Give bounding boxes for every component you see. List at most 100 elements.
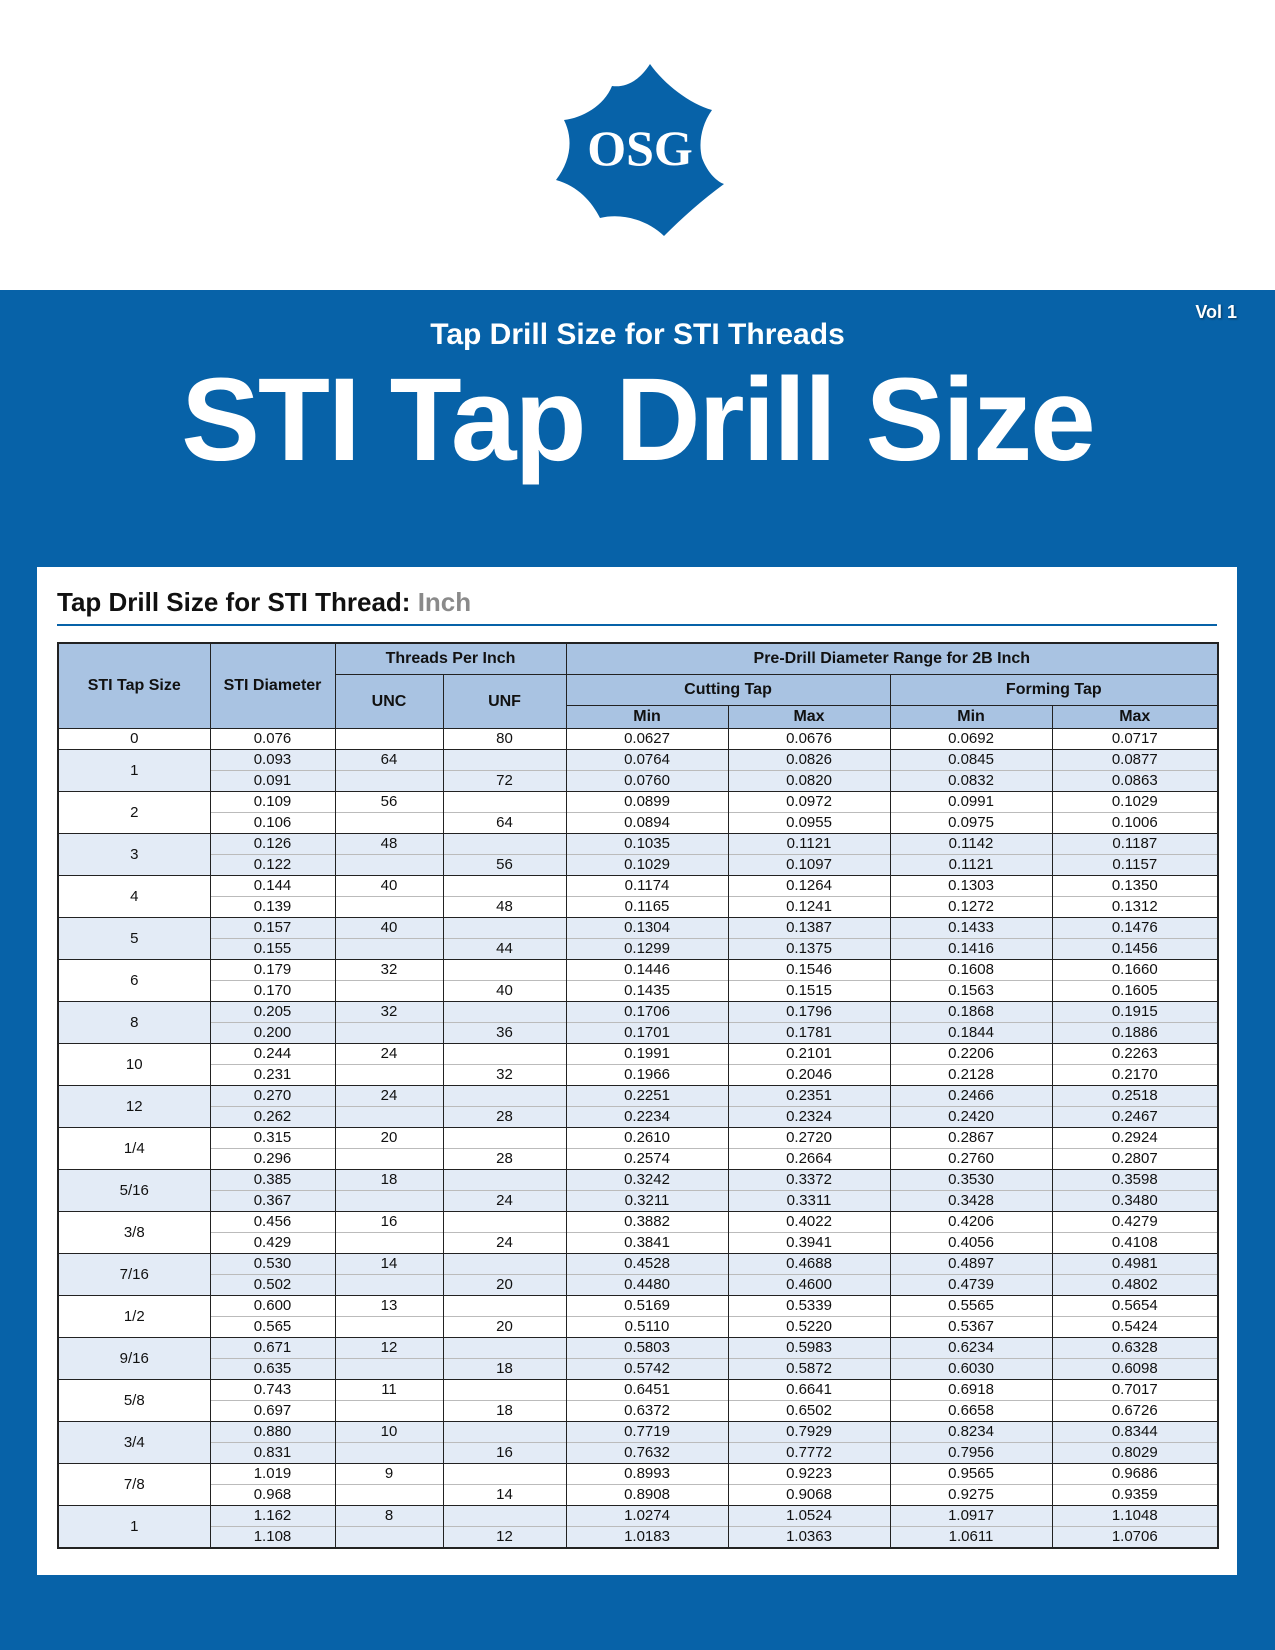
table-row: 0.170 40 0.1435 0.1515 0.1563 0.1605: [58, 980, 1219, 1002]
forming-max-cell: 0.8344: [1051, 1421, 1219, 1443]
table-row: 0.139 48 0.1165 0.1241 0.1272 0.1312: [58, 896, 1219, 918]
cutting-min-cell: 0.6451: [565, 1379, 729, 1401]
unf-cell: [442, 917, 567, 939]
unc-cell: 16: [334, 1211, 444, 1233]
unf-cell: [442, 791, 567, 813]
volume-label: Vol 1: [1195, 302, 1237, 322]
forming-max-cell: 0.1886: [1051, 1022, 1219, 1044]
cutting-min-cell: 0.3211: [565, 1190, 729, 1212]
diameter-cell: 0.296: [209, 1148, 336, 1170]
table-row: 9/16 0.671 12 0.5803 0.5983 0.6234 0.6328: [57, 1337, 1219, 1380]
table-row: 8 0.205 32 0.1706 0.1796 0.1868 0.1915: [57, 1001, 1219, 1044]
unc-cell: [334, 812, 444, 834]
unc-cell: [334, 980, 444, 1002]
forming-min-cell: 1.0611: [889, 1526, 1053, 1548]
table-row: 6 0.179 32 0.1446 0.1546 0.1608 0.1660: [57, 959, 1219, 1002]
cutting-max-cell: 0.0972: [727, 791, 891, 813]
unf-cell: 44: [442, 938, 567, 960]
forming-min-cell: 0.1563: [889, 980, 1053, 1002]
diameter-cell: 0.093: [209, 749, 336, 771]
forming-min-cell: 0.2128: [889, 1064, 1053, 1086]
cutting-max-cell: 0.1796: [727, 1001, 891, 1023]
table-row: 0.831 16 0.7632 0.7772 0.7956 0.8029: [58, 1442, 1219, 1464]
forming-min-cell: 0.6234: [889, 1337, 1053, 1359]
forming-min-cell: 0.1121: [889, 854, 1053, 876]
forming-max-cell: 0.1915: [1051, 1001, 1219, 1023]
cutting-max-cell: 0.5339: [727, 1295, 891, 1317]
cutting-min-cell: 0.5742: [565, 1358, 729, 1380]
cutting-max-cell: 0.6641: [727, 1379, 891, 1401]
forming-min-cell: 0.0832: [889, 770, 1053, 792]
unc-cell: 24: [334, 1085, 444, 1107]
unc-cell: [334, 1022, 444, 1044]
diameter-cell: 0.076: [209, 728, 336, 750]
cutting-min-cell: 0.6372: [565, 1400, 729, 1422]
forming-max-cell: 0.6328: [1051, 1337, 1219, 1359]
table-row: 0.502 20 0.4480 0.4600 0.4739 0.4802: [58, 1274, 1219, 1296]
diameter-cell: 0.315: [209, 1127, 336, 1149]
unc-cell: 40: [334, 875, 444, 897]
tap-size-cell: 5: [57, 917, 211, 960]
unc-cell: [334, 1274, 444, 1296]
tap-size-cell: 3/4: [57, 1421, 211, 1464]
unc-cell: 56: [334, 791, 444, 813]
diameter-cell: 0.205: [209, 1001, 336, 1023]
table-row: 4 0.144 40 0.1174 0.1264 0.1303 0.1350: [57, 875, 1219, 918]
unf-cell: 32: [442, 1064, 567, 1086]
diameter-cell: 0.231: [209, 1064, 336, 1086]
unf-cell: 28: [442, 1106, 567, 1128]
forming-min-cell: 0.5565: [889, 1295, 1053, 1317]
cutting-min-cell: 0.5169: [565, 1295, 729, 1317]
table-row: 5/8 0.743 11 0.6451 0.6641 0.6918 0.7017: [57, 1379, 1219, 1422]
diameter-cell: 0.126: [209, 833, 336, 855]
banner-subtitle: Tap Drill Size for STI Threads: [430, 318, 845, 351]
table-row: 0.091 72 0.0760 0.0820 0.0832 0.0863: [58, 770, 1219, 792]
cutting-max-cell: 0.7772: [727, 1442, 891, 1464]
cutting-min-cell: 0.1991: [565, 1043, 729, 1065]
forming-min-cell: 0.7956: [889, 1442, 1053, 1464]
unc-cell: 10: [334, 1421, 444, 1443]
forming-max-cell: 0.3480: [1051, 1190, 1219, 1212]
cutting-min-cell: 0.1706: [565, 1001, 729, 1023]
section-title-text: Tap Drill Size for STI Thread:: [57, 587, 411, 617]
logo-area: OSG: [0, 0, 1275, 290]
diameter-cell: 0.244: [209, 1043, 336, 1065]
cutting-max-cell: 0.0676: [727, 728, 891, 750]
unf-cell: 20: [442, 1274, 567, 1296]
tap-size-cell: 0: [57, 728, 211, 750]
cutting-min-cell: 0.1174: [565, 875, 729, 897]
table-row: 2 0.109 56 0.0899 0.0972 0.0991 0.1029: [57, 791, 1219, 834]
table-row: 0.635 18 0.5742 0.5872 0.6030 0.6098: [58, 1358, 1219, 1380]
forming-max-cell: 0.1476: [1051, 917, 1219, 939]
cutting-min-cell: 1.0183: [565, 1526, 729, 1548]
forming-min-cell: 0.9565: [889, 1463, 1053, 1485]
forming-min-cell: 0.2420: [889, 1106, 1053, 1128]
cutting-min-cell: 0.5803: [565, 1337, 729, 1359]
diameter-cell: 0.600: [209, 1295, 336, 1317]
cutting-max-cell: 0.3311: [727, 1190, 891, 1212]
forming-max-cell: 0.2170: [1051, 1064, 1219, 1086]
header-unf: UNF: [442, 674, 567, 729]
forming-max-cell: 0.4279: [1051, 1211, 1219, 1233]
forming-min-cell: 0.1844: [889, 1022, 1053, 1044]
forming-max-cell: 0.6098: [1051, 1358, 1219, 1380]
table-row: 5/16 0.385 18 0.3242 0.3372 0.3530 0.3598: [57, 1169, 1219, 1212]
cutting-max-cell: 0.1121: [727, 833, 891, 855]
forming-min-cell: 0.0991: [889, 791, 1053, 813]
unc-cell: [334, 1526, 444, 1548]
cutting-max-cell: 0.1264: [727, 875, 891, 897]
unc-cell: 12: [334, 1337, 444, 1359]
diameter-cell: 0.200: [209, 1022, 336, 1044]
diameter-cell: 0.635: [209, 1358, 336, 1380]
tap-size-cell: 10: [57, 1043, 211, 1086]
table-row: 0.296 28 0.2574 0.2664 0.2760 0.2807: [58, 1148, 1219, 1170]
diameter-cell: 0.697: [209, 1400, 336, 1422]
unc-cell: [334, 1400, 444, 1422]
forming-min-cell: 0.4056: [889, 1232, 1053, 1254]
cutting-max-cell: 0.4600: [727, 1274, 891, 1296]
forming-min-cell: 0.6030: [889, 1358, 1053, 1380]
forming-min-cell: 0.2466: [889, 1085, 1053, 1107]
diameter-cell: 0.968: [209, 1484, 336, 1506]
forming-min-cell: 0.1272: [889, 896, 1053, 918]
cutting-min-cell: 0.0899: [565, 791, 729, 813]
